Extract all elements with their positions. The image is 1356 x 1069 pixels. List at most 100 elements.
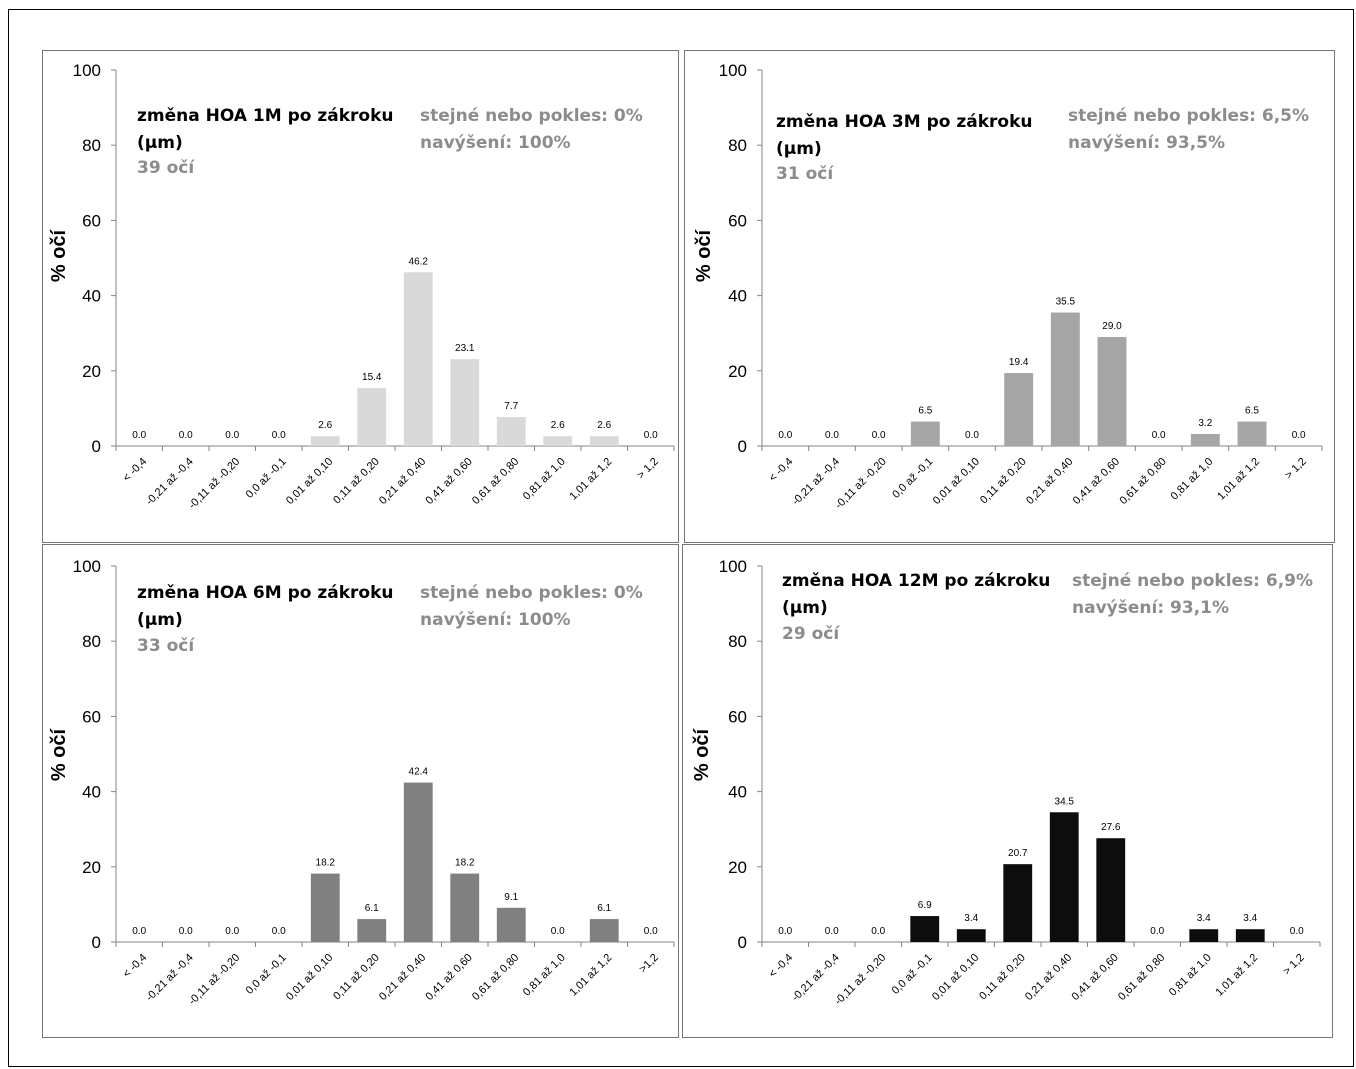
chart-svg: 0 20 40 60 80 100 % očí 0.0 < -0,4 0.0 -0,21 až -0… bbox=[691, 557, 1321, 1008]
x-category-label: 0,21 až 0,40 bbox=[1024, 456, 1075, 507]
eye-count-label: 39 očí bbox=[137, 158, 195, 178]
bar bbox=[310, 436, 340, 446]
data-label: 0.0 bbox=[825, 430, 839, 441]
x-category-label: 1,01 až 1,2 bbox=[567, 952, 614, 999]
y-axis-title: % očí bbox=[48, 228, 70, 282]
stats-line: navýšení: 100% bbox=[420, 610, 571, 630]
bar bbox=[357, 919, 387, 942]
x-category-label: 0,81 až 1,0 bbox=[1168, 456, 1215, 503]
x-category-label: 0,61 až 0,80 bbox=[470, 952, 521, 1003]
data-label: 29.0 bbox=[1102, 321, 1122, 332]
chart-panel-12m: 0 20 40 60 80 100 % očí 0.0 < -0,4 0.0 -0,21 až -0… bbox=[682, 544, 1333, 1038]
bar bbox=[1190, 433, 1220, 446]
x-category-label: > 1,2 bbox=[1283, 456, 1309, 482]
bar bbox=[589, 919, 619, 942]
data-label: 20.7 bbox=[1008, 848, 1028, 859]
data-label: 0.0 bbox=[179, 926, 193, 937]
x-category-label: 1,01 až 1,2 bbox=[567, 456, 614, 503]
x-category-label: 0,81 až 1,0 bbox=[1167, 952, 1214, 999]
y-tick-label: 100 bbox=[719, 557, 747, 576]
chart-title-line: změna HOA 12M po zákroku bbox=[782, 571, 1050, 591]
chart-title-line: (µm) bbox=[776, 139, 822, 159]
bar bbox=[403, 782, 433, 942]
y-tick-label: 60 bbox=[728, 707, 747, 726]
chart-title-line: změna HOA 3M po zákroku bbox=[776, 112, 1033, 132]
x-category-label: 0,21 až 0,40 bbox=[377, 456, 428, 507]
data-label: 6.1 bbox=[597, 903, 611, 914]
x-category-label: -0,21 až -0,4 bbox=[790, 456, 842, 508]
data-label: 6.5 bbox=[1245, 406, 1259, 417]
data-label: 42.4 bbox=[409, 767, 429, 778]
y-axis-title: % očí bbox=[693, 228, 715, 282]
data-label: 0.0 bbox=[1290, 926, 1304, 937]
chart-panel-1m: 0 20 40 60 80 100 % očí 0.0 < -0,4 0.0 -0,21 až -0… bbox=[42, 50, 679, 543]
y-tick-label: 40 bbox=[82, 287, 101, 306]
data-label: 0.0 bbox=[1150, 926, 1164, 937]
x-category-label: 0,21 až 0,40 bbox=[1023, 952, 1074, 1003]
data-label: 6.5 bbox=[918, 406, 932, 417]
x-category-label: 0,61 až 0,80 bbox=[470, 456, 521, 507]
chart-title-line: (µm) bbox=[782, 598, 828, 618]
bar bbox=[496, 417, 526, 446]
eye-count-label: 33 očí bbox=[137, 636, 195, 656]
x-category-label: 0,11 až 0,20 bbox=[331, 952, 382, 1003]
chart-panel-3m: 0 20 40 60 80 100 % očí 0.0 < -0,4 0.0 -0,21 až -0… bbox=[684, 50, 1335, 543]
x-category-label: 0,01 až 0,10 bbox=[930, 952, 981, 1003]
chart-title-line: (µm) bbox=[137, 133, 183, 153]
y-tick-label: 80 bbox=[82, 136, 101, 155]
data-label: 0.0 bbox=[272, 430, 286, 441]
data-label: 34.5 bbox=[1055, 796, 1075, 807]
x-category-label: 0,01 až 0,10 bbox=[284, 456, 335, 507]
bar bbox=[1097, 336, 1127, 446]
y-tick-label: 20 bbox=[82, 858, 101, 877]
data-label: 0.0 bbox=[225, 926, 239, 937]
data-label: 2.6 bbox=[551, 420, 565, 431]
data-label: 0.0 bbox=[179, 430, 193, 441]
data-label: 3.4 bbox=[1243, 913, 1257, 924]
data-label: 2.6 bbox=[597, 420, 611, 431]
x-category-label: 1,01 až 1,2 bbox=[1213, 952, 1260, 999]
eye-count-label: 31 očí bbox=[776, 164, 834, 184]
data-label: 18.2 bbox=[316, 858, 336, 869]
x-category-label: >1,2 bbox=[637, 952, 661, 976]
bar bbox=[450, 359, 480, 446]
y-tick-label: 80 bbox=[728, 136, 747, 155]
bar bbox=[310, 873, 340, 942]
data-label: 0.0 bbox=[272, 926, 286, 937]
data-label: 0.0 bbox=[644, 430, 658, 441]
bar bbox=[1050, 312, 1080, 446]
data-label: 0.0 bbox=[1152, 430, 1166, 441]
data-label: 18.2 bbox=[455, 858, 475, 869]
y-tick-label: 20 bbox=[728, 362, 747, 381]
y-axis-title: % očí bbox=[48, 727, 70, 781]
y-tick-label: 100 bbox=[73, 557, 101, 576]
stats-line: stejné nebo pokles: 0% bbox=[420, 583, 643, 603]
bar bbox=[1237, 421, 1267, 446]
bar bbox=[910, 421, 940, 446]
bar bbox=[496, 907, 526, 942]
x-category-label: 0,0 až -0,1 bbox=[890, 952, 935, 997]
data-label: 0.0 bbox=[1292, 430, 1306, 441]
x-category-label: 0,41 až 0,60 bbox=[1071, 456, 1122, 507]
y-tick-label: 20 bbox=[728, 858, 747, 877]
chart-title-line: změna HOA 6M po zákroku bbox=[137, 583, 394, 603]
data-label: 0.0 bbox=[778, 926, 792, 937]
chart-title-line: (µm) bbox=[137, 610, 183, 630]
data-label: 7.7 bbox=[504, 401, 518, 412]
chart-svg: 0 20 40 60 80 100 % očí 0.0 < -0,4 0.0 -0,21 až -0… bbox=[48, 61, 675, 512]
data-label: 15.4 bbox=[362, 372, 382, 383]
x-category-label: 0,41 až 0,60 bbox=[424, 952, 475, 1003]
x-category-label: > 1,2 bbox=[1281, 952, 1307, 978]
data-label: 9.1 bbox=[504, 892, 518, 903]
y-tick-label: 40 bbox=[82, 783, 101, 802]
eye-count-label: 29 očí bbox=[782, 624, 840, 644]
x-category-label: 0,21 až 0,40 bbox=[377, 952, 428, 1003]
x-category-label: 0,0 až -0,1 bbox=[244, 952, 289, 997]
data-label: 35.5 bbox=[1056, 297, 1076, 308]
y-axis-title: % očí bbox=[691, 727, 713, 781]
data-label: 6.9 bbox=[918, 900, 932, 911]
data-label: 0.0 bbox=[644, 926, 658, 937]
stats-line: stejné nebo pokles: 6,9% bbox=[1072, 571, 1313, 591]
data-label: 0.0 bbox=[132, 430, 146, 441]
data-label: 46.2 bbox=[409, 256, 429, 267]
